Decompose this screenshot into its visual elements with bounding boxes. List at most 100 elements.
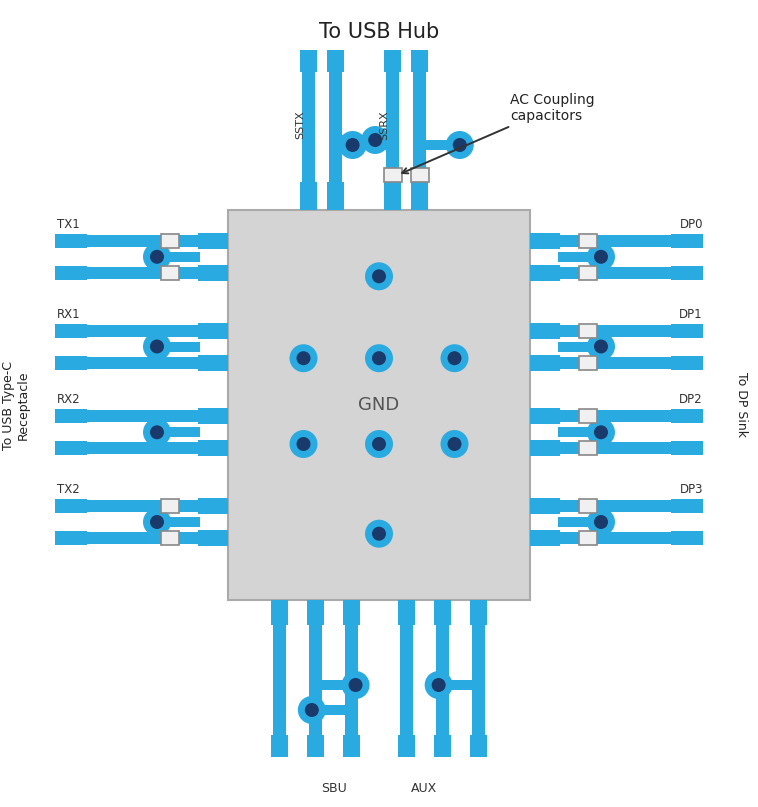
- Bar: [329, 72, 342, 200]
- Bar: [87, 357, 202, 369]
- Circle shape: [594, 250, 608, 264]
- Circle shape: [440, 345, 468, 372]
- Circle shape: [362, 126, 389, 154]
- Circle shape: [305, 703, 319, 717]
- Circle shape: [587, 243, 615, 271]
- Bar: [307, 600, 324, 625]
- Bar: [411, 168, 429, 182]
- Bar: [299, 50, 317, 72]
- Bar: [384, 50, 401, 72]
- Bar: [579, 356, 597, 370]
- Bar: [315, 680, 343, 690]
- Circle shape: [150, 515, 164, 529]
- Bar: [579, 499, 597, 513]
- Circle shape: [296, 351, 311, 366]
- Bar: [530, 498, 560, 514]
- Circle shape: [143, 243, 171, 271]
- Circle shape: [594, 515, 608, 529]
- Bar: [327, 50, 343, 72]
- Bar: [472, 615, 485, 735]
- Bar: [273, 615, 286, 735]
- Bar: [579, 531, 597, 545]
- Circle shape: [453, 138, 467, 152]
- Bar: [198, 408, 228, 424]
- Text: To USB Type-C
Receptacle: To USB Type-C Receptacle: [2, 361, 30, 449]
- Circle shape: [368, 133, 382, 147]
- Circle shape: [150, 340, 164, 353]
- Bar: [530, 530, 560, 546]
- Bar: [161, 531, 179, 545]
- Bar: [412, 50, 428, 72]
- Circle shape: [424, 671, 453, 699]
- Bar: [198, 354, 228, 370]
- Bar: [384, 168, 402, 182]
- Circle shape: [587, 332, 615, 361]
- Bar: [55, 266, 87, 280]
- Bar: [470, 735, 487, 757]
- Bar: [558, 341, 593, 352]
- Bar: [530, 232, 560, 249]
- Bar: [398, 600, 415, 625]
- Bar: [55, 409, 87, 424]
- Bar: [346, 615, 359, 735]
- Bar: [434, 735, 451, 757]
- Bar: [299, 182, 317, 210]
- Bar: [556, 235, 671, 247]
- Bar: [386, 72, 399, 200]
- Text: To DP Sink: To DP Sink: [735, 373, 748, 437]
- Bar: [87, 442, 202, 454]
- Bar: [436, 615, 449, 735]
- Circle shape: [447, 437, 462, 451]
- Circle shape: [150, 425, 164, 439]
- Circle shape: [290, 345, 318, 372]
- Circle shape: [298, 696, 326, 724]
- Bar: [671, 324, 703, 337]
- Circle shape: [365, 345, 393, 372]
- Bar: [343, 735, 360, 757]
- Bar: [55, 356, 87, 370]
- Circle shape: [587, 418, 615, 446]
- Bar: [309, 615, 322, 735]
- Bar: [55, 441, 87, 455]
- Bar: [530, 354, 560, 370]
- Bar: [384, 182, 401, 210]
- Text: SSTX: SSTX: [295, 110, 305, 139]
- Bar: [671, 441, 703, 455]
- Bar: [271, 600, 288, 625]
- Bar: [55, 234, 87, 248]
- Circle shape: [143, 508, 171, 536]
- Circle shape: [372, 437, 386, 451]
- Bar: [87, 500, 202, 512]
- Bar: [87, 267, 202, 278]
- Bar: [307, 735, 324, 757]
- Bar: [343, 600, 360, 625]
- Bar: [558, 517, 593, 527]
- Bar: [434, 600, 451, 625]
- Circle shape: [372, 270, 386, 283]
- Circle shape: [447, 351, 462, 366]
- Circle shape: [594, 340, 608, 353]
- Bar: [165, 427, 200, 437]
- Bar: [556, 442, 671, 454]
- Bar: [579, 441, 597, 455]
- Bar: [271, 735, 288, 757]
- Text: RX2: RX2: [57, 393, 80, 406]
- Bar: [579, 409, 597, 424]
- Circle shape: [339, 131, 367, 159]
- Text: TX1: TX1: [57, 218, 80, 231]
- Text: GND: GND: [359, 396, 399, 414]
- Text: DP0: DP0: [679, 218, 703, 231]
- Circle shape: [594, 425, 608, 439]
- Bar: [198, 498, 228, 514]
- Bar: [413, 72, 426, 200]
- Circle shape: [143, 332, 171, 361]
- Bar: [671, 266, 703, 280]
- Text: DP1: DP1: [679, 307, 703, 320]
- Bar: [556, 532, 671, 544]
- Bar: [579, 266, 597, 280]
- Text: AUX: AUX: [411, 782, 437, 795]
- Bar: [530, 265, 560, 281]
- Bar: [556, 500, 671, 512]
- Bar: [579, 324, 597, 337]
- Text: AC Coupling
capacitors: AC Coupling capacitors: [402, 93, 594, 174]
